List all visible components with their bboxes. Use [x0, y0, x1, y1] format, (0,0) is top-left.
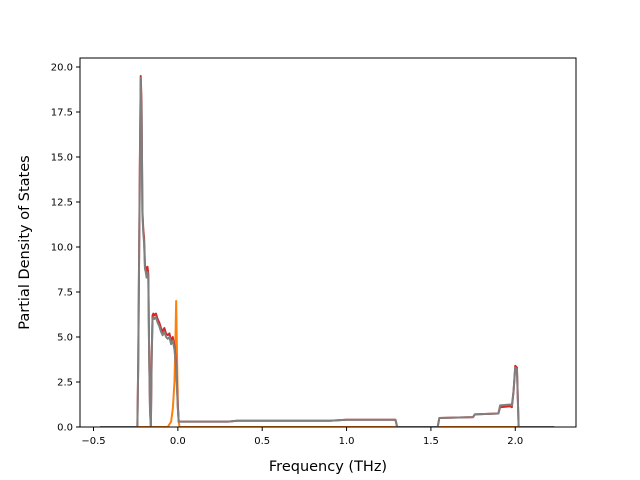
- y-axis: 0.0 2.5 5.0 7.5 10.0 12.5 15.0 17.5 20.0: [51, 63, 80, 434]
- series-line-1: [100, 300, 555, 427]
- series-line-2: [100, 75, 555, 427]
- y-tick-label: 2.5: [57, 378, 73, 389]
- plot-frame: [79, 57, 577, 428]
- y-tick-label: 17.5: [51, 108, 73, 119]
- y-tick-label: 7.5: [57, 288, 73, 299]
- y-tick-label: 15.0: [51, 153, 73, 164]
- series-layer: [100, 75, 555, 427]
- y-axis-title: Partial Density of States: [17, 155, 33, 329]
- y-tick-label: 12.5: [51, 198, 73, 209]
- x-tick-label: 2.0: [507, 436, 523, 447]
- y-tick-label: 10.0: [51, 243, 73, 254]
- x-tick-label: 0.0: [170, 436, 186, 447]
- x-axis: −0.5 0.0 0.5 1.0 1.5 2.0: [81, 427, 523, 447]
- x-tick-label: 0.5: [254, 436, 270, 447]
- x-tick-label: 1.0: [339, 436, 355, 447]
- y-tick-label: 0.0: [57, 423, 73, 434]
- x-tick-label: −0.5: [81, 436, 105, 447]
- x-tick-label: 1.5: [423, 436, 439, 447]
- x-axis-title: Frequency (THz): [269, 459, 387, 475]
- y-tick-label: 20.0: [51, 63, 73, 74]
- series-line-3: [100, 76, 555, 427]
- y-tick-label: 5.0: [57, 333, 73, 344]
